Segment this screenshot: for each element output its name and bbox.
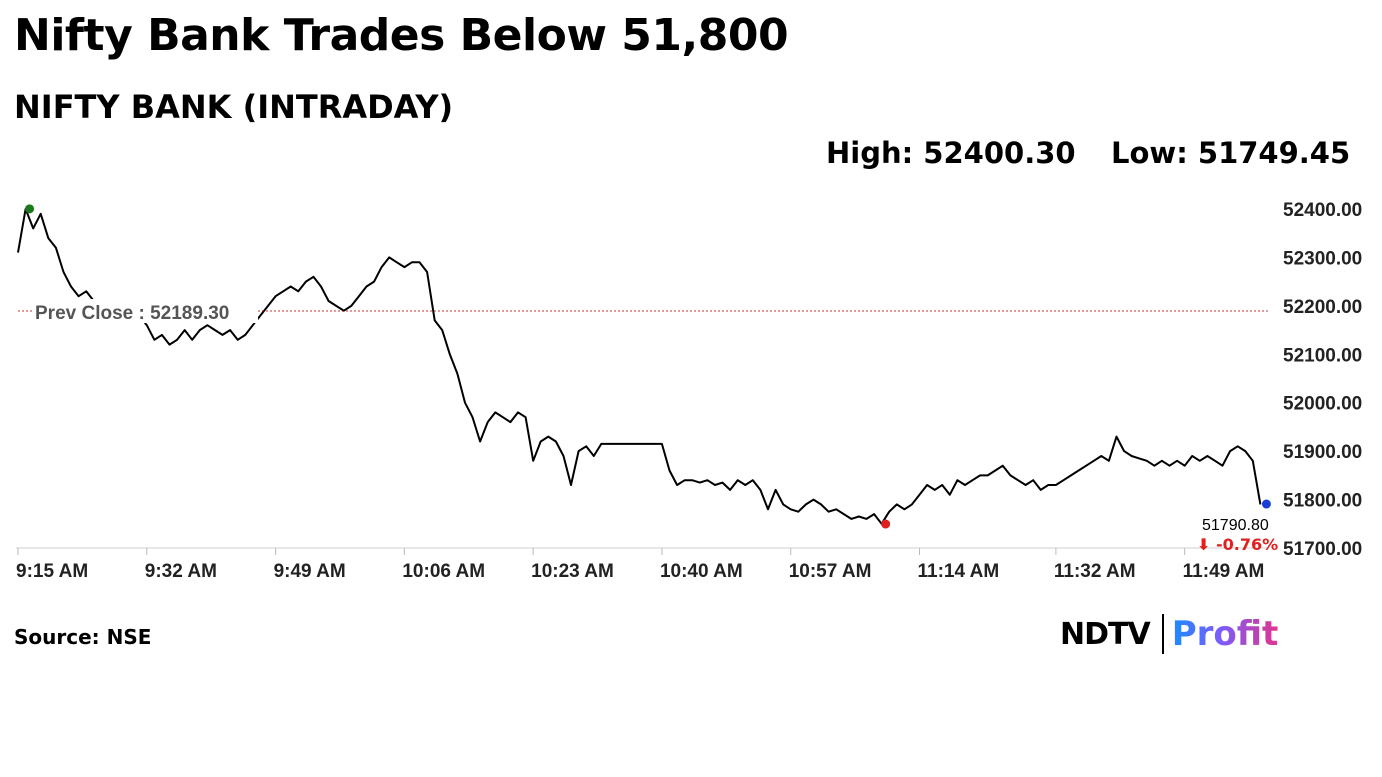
y-tick-label: 51900.00 <box>1283 442 1362 463</box>
chart-subtitle: NIFTY BANK (INTRADAY) <box>14 88 454 126</box>
day-low-stat: Low: 51749.45 <box>1111 136 1351 170</box>
day-high-marker <box>25 204 35 214</box>
prev-close-label: Prev Close : 52189.30 <box>35 303 229 324</box>
y-tick-label: 52400.00 <box>1283 200 1362 221</box>
source-note: Source: NSE <box>14 625 152 649</box>
price-change-label: ⬇ -0.76% <box>1197 535 1278 554</box>
day-low-marker <box>881 519 891 529</box>
x-tick-label: 9:49 AM <box>274 561 346 582</box>
intraday-line-chart: 9:15 AM 9:32 AM 9:49 AM 10:06 AM 10:23 AM 10:… <box>16 200 1362 582</box>
y-tick-label: 52200.00 <box>1283 297 1362 318</box>
y-tick-label: 51700.00 <box>1283 539 1362 560</box>
x-tick-label: 10:23 AM <box>531 561 614 582</box>
page-title: Nifty Bank Trades Below 51,800 <box>14 10 789 61</box>
ndtv-profit-logo: NDTV Profit <box>1060 612 1278 656</box>
last-price-marker <box>1261 499 1271 509</box>
prev-close-label-bg <box>32 299 258 324</box>
logo-profit-text: Profit <box>1171 614 1279 654</box>
y-tick-label: 52300.00 <box>1283 248 1362 269</box>
logo-divider <box>1161 614 1164 654</box>
x-tick-label: 9:32 AM <box>145 561 217 582</box>
last-price-label: 51790.80 <box>1202 517 1269 534</box>
y-tick-label: 51800.00 <box>1283 491 1362 512</box>
price-line <box>17 208 1262 525</box>
logo-ndtv-text: NDTV <box>1060 616 1151 652</box>
x-tick-label: 11:32 AM <box>1054 561 1136 582</box>
day-high-stat: High: 52400.30 <box>826 136 1076 170</box>
y-tick-label: 52100.00 <box>1283 345 1362 366</box>
x-tick-label: 10:06 AM <box>402 561 485 582</box>
x-tick-label: 11:49 AM <box>1183 561 1265 582</box>
x-tick-label: 11:14 AM <box>918 561 1000 582</box>
x-tick-label: 10:40 AM <box>660 561 743 582</box>
x-tick-label: 10:57 AM <box>789 561 872 582</box>
x-tick-label: 9:15 AM <box>16 561 88 582</box>
y-tick-label: 52000.00 <box>1283 394 1362 415</box>
